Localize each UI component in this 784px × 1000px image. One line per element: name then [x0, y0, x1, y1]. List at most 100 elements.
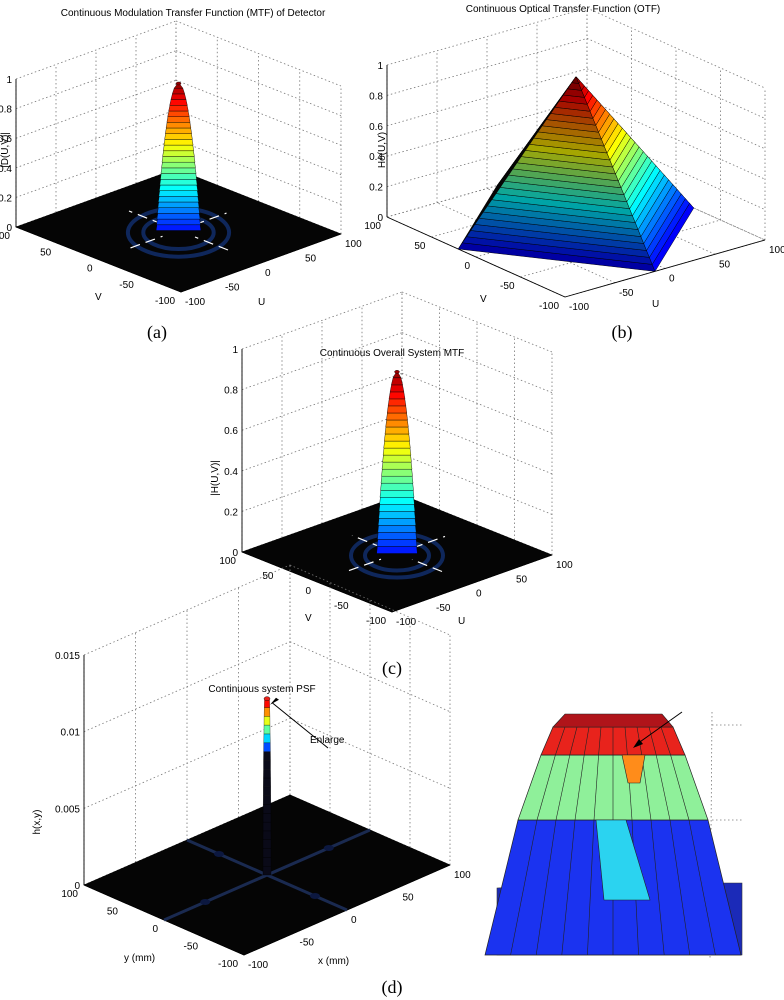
z-tick-label: 0.015: [55, 651, 80, 662]
wall-grid-horizontal: [386, 7, 588, 66]
u-tick-label: 0: [476, 589, 482, 600]
inset-mesh-line: [688, 819, 716, 956]
surface-slice: [157, 207, 200, 214]
z-tick-label: 0.6: [0, 134, 12, 145]
zero-crossing-line: [348, 558, 382, 572]
panel-a-caption: (a): [147, 322, 167, 343]
surface-slice: [161, 156, 196, 163]
z-tick-label: 0: [377, 213, 383, 224]
psf-spike-slice: [263, 769, 271, 779]
surface-slice: [383, 440, 411, 449]
surface-slice: [163, 144, 194, 152]
inset-mesh-line: [510, 819, 538, 956]
u-tick-label: -50: [436, 603, 451, 614]
wall-grid-horizontal: [401, 454, 553, 515]
cone-front-band: [575, 76, 581, 85]
z-tick-label: 0.2: [0, 193, 12, 204]
inset-mesh-line: [670, 754, 690, 821]
surface-slice: [387, 398, 407, 407]
cone-shadow: [458, 76, 655, 272]
panel-a: 0 0.2 0.4 0.6 0.8 1 100 50 0 -50 -100 100 50 0 -50 -100: [0, 20, 362, 308]
z-tick-label: 1: [6, 75, 12, 86]
enlarged-inset: [484, 711, 743, 959]
surface-slice: [173, 82, 184, 89]
surface-slice: [392, 370, 402, 378]
psf-spike-slice: [263, 724, 271, 735]
surface-slice: [161, 161, 196, 169]
inset-mesh-line: [535, 819, 557, 956]
wall-grid-horizontal: [83, 641, 291, 733]
surface-slice: [165, 122, 192, 129]
v-tick-label: -100: [539, 301, 559, 312]
surface-slice: [158, 190, 199, 197]
surface-slice: [379, 490, 415, 498]
wall-grid-horizontal: [401, 372, 553, 434]
z-tick-label: 1: [377, 61, 383, 72]
surface-slice: [382, 447, 412, 456]
v-tick-label: 50: [262, 571, 274, 582]
psf-spike-slice: [263, 751, 271, 761]
surface-slice: [381, 461, 413, 470]
wall-grid-horizontal: [586, 98, 766, 180]
psf-spike-slice: [263, 716, 271, 726]
u-tick-label: -50: [225, 283, 240, 294]
panel-b-ylabel: V: [480, 294, 487, 305]
panel-c-ylabel: V: [305, 613, 312, 624]
psf-spike-slice: [263, 786, 271, 796]
wall-grid-horizontal: [175, 109, 342, 176]
surface-slice: [160, 173, 197, 180]
u-tick-label: 50: [516, 574, 528, 585]
surface-slice: [378, 504, 416, 512]
enlarge-arrow: [271, 702, 329, 749]
z-tick-label: 0.4: [224, 467, 238, 478]
psf-sidelobe: [200, 899, 211, 905]
surface-slice: [388, 391, 406, 400]
v-axis: [386, 216, 566, 298]
psf-spike-slice: [263, 760, 271, 770]
surface-slice: [157, 201, 200, 208]
v-tick-label: -100: [155, 296, 175, 307]
z-tick-label: 0.005: [55, 804, 80, 815]
u-tick-label: 0: [265, 268, 271, 279]
wall-grid-horizontal: [175, 20, 342, 87]
v-tick-label: -100: [218, 959, 238, 970]
z-tick-label: 0.01: [61, 728, 81, 739]
inset-arrowhead: [633, 739, 643, 748]
surface-peak: [175, 81, 182, 86]
wall-grid-horizontal: [15, 109, 177, 169]
wall-grid-horizontal: [175, 79, 342, 146]
u-tick-label: -100: [185, 297, 205, 308]
surface-slice: [162, 150, 195, 157]
floor-grid-u: [586, 159, 766, 241]
inset-mesh-line: [593, 754, 599, 821]
v-tick-label: 50: [40, 247, 52, 258]
z-tick-label: 0.6: [369, 122, 383, 133]
surface-slice: [164, 133, 193, 140]
surface-slice: [385, 419, 409, 428]
surface-slice: [379, 497, 415, 505]
v-tick-label: -50: [119, 280, 134, 291]
v-tick-label: -100: [366, 616, 386, 627]
surface-slice: [389, 384, 405, 393]
panel-c-xlabel: U: [458, 616, 465, 627]
inset-orange-cell: [621, 754, 646, 784]
wall-grid-horizontal: [289, 641, 451, 713]
surface-slice: [391, 377, 403, 386]
u-tick-label: -100: [248, 960, 268, 971]
inset-mesh-line: [648, 726, 657, 756]
z-tick-label: 0.2: [224, 507, 238, 518]
psf-sidelobe: [214, 851, 224, 857]
inset-mesh-line: [583, 726, 590, 756]
panel-d-caption: (d): [382, 977, 403, 998]
surface-slice: [376, 546, 418, 554]
psf-spike-slice: [262, 848, 272, 858]
v-tick-label: 100: [364, 221, 381, 232]
wall-grid-horizontal: [241, 291, 403, 350]
u-tick-label: 0: [669, 274, 675, 285]
u-tick-label: 100: [769, 245, 784, 256]
u-tick-label: 50: [305, 254, 317, 265]
surface-slice: [380, 476, 414, 484]
surface-slice: [170, 93, 187, 100]
surface-slice: [155, 224, 202, 231]
